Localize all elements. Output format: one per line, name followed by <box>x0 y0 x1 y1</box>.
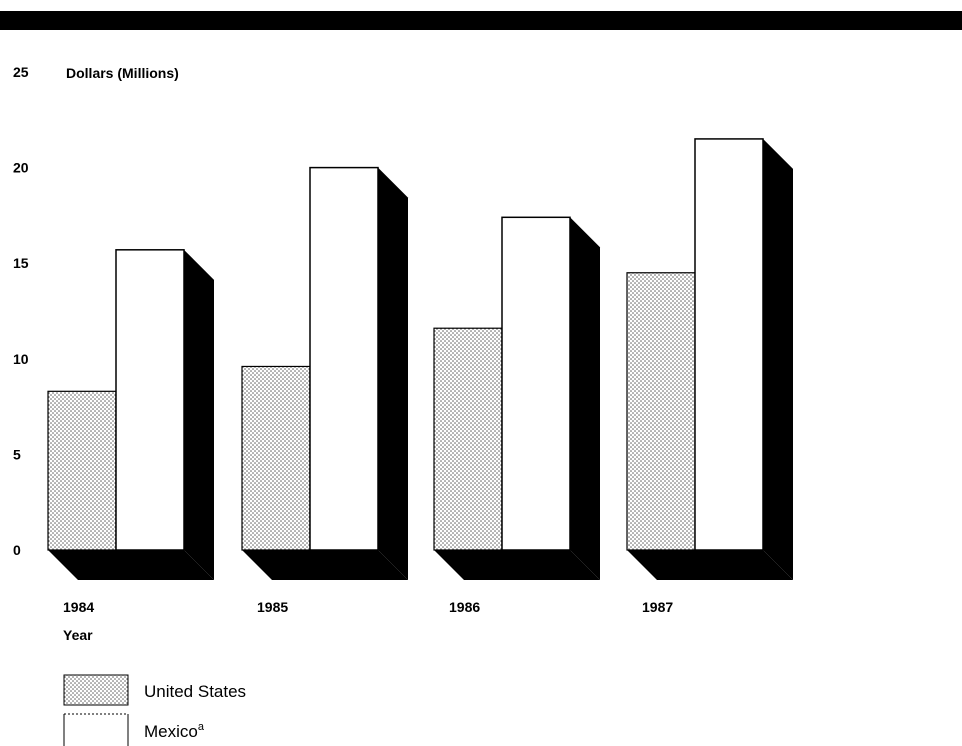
bar-united-states-1984 <box>47 390 117 551</box>
legend: United States Mexicoa <box>63 674 246 746</box>
bar-united-states-1986 <box>433 327 503 551</box>
y-ticks: 0 5 10 15 20 25 <box>13 64 29 558</box>
bar-group-1987 <box>626 138 793 581</box>
y-tick-label: 25 <box>13 64 29 80</box>
y-tick-label: 0 <box>13 542 21 558</box>
x-tick-label-1986: 1986 <box>449 599 480 615</box>
bar-floor-shadow <box>48 550 214 580</box>
bar-floor-shadow <box>627 550 793 580</box>
bar-group-1985 <box>241 166 408 580</box>
bar-side-shadow-mexico <box>184 249 214 581</box>
bar-mexico-1987 <box>694 138 764 551</box>
bar-united-states-1987 <box>626 272 696 551</box>
bar-side-shadow-mexico <box>763 138 793 581</box>
legend-label-mexico-name: Mexico <box>144 722 198 741</box>
bar-mexico-1984 <box>115 249 185 551</box>
x-axis-label: Year <box>63 627 93 643</box>
bar-floor-shadow <box>242 550 408 580</box>
y-axis-label: Dollars (Millions) <box>66 65 179 81</box>
y-tick-label: 15 <box>13 255 29 271</box>
bar-mexico-1986 <box>501 216 571 551</box>
bars <box>47 138 793 581</box>
x-ticks: 1984 1985 1986 1987 <box>63 599 673 615</box>
legend-swatch-united-states <box>63 674 129 706</box>
bar-side-shadow-mexico <box>570 217 600 580</box>
y-tick-label: 20 <box>13 160 29 176</box>
bar-group-1986 <box>433 216 600 580</box>
bar-side-shadow-mexico <box>378 167 408 580</box>
legend-label-united-states: United States <box>144 682 246 701</box>
bar-united-states-1985 <box>241 365 311 551</box>
legend-label-mexico: Mexicoa <box>144 721 205 741</box>
y-tick-label: 10 <box>13 351 29 367</box>
x-tick-label-1985: 1985 <box>257 599 288 615</box>
x-tick-label-1987: 1987 <box>642 599 673 615</box>
legend-swatch-mexico <box>63 713 129 746</box>
bar-group-1984 <box>47 249 214 581</box>
header-bar <box>0 11 962 30</box>
bar-floor-shadow <box>434 550 600 580</box>
legend-label-mexico-superscript: a <box>198 721 205 733</box>
x-tick-label-1984: 1984 <box>63 599 94 615</box>
bar-mexico-1985 <box>309 166 379 551</box>
y-tick-label: 5 <box>13 446 21 462</box>
